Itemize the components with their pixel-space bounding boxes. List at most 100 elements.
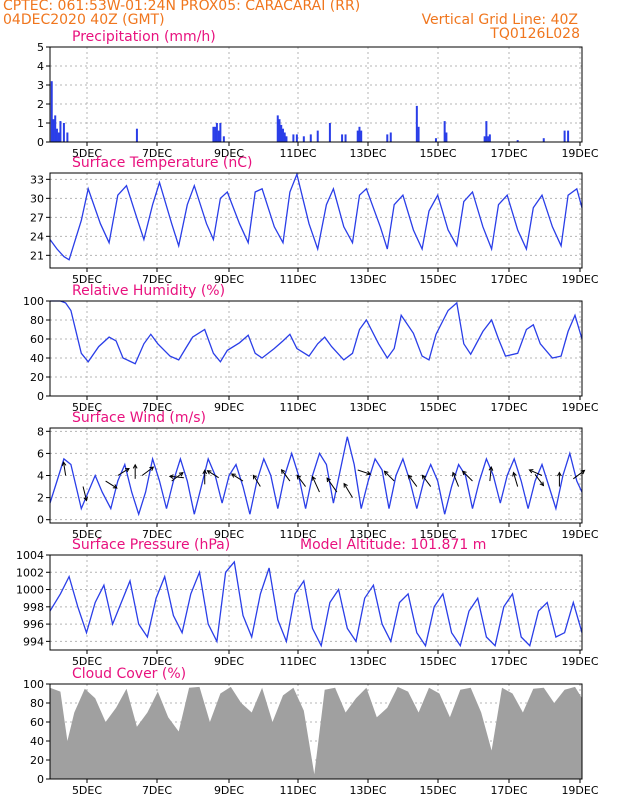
wind-arrow-head [202,469,208,475]
wind-arrow-head [112,484,118,489]
x-tick-label: 7DEC [142,147,172,160]
precip-bar [52,119,55,142]
panel-title: Relative Humidity (%) [72,283,225,299]
plot-frame [49,300,583,397]
y-tick-label: 0 [37,514,44,527]
y-tick-label: 80 [30,697,44,710]
x-tick-label: 19DEC [561,401,598,414]
wind-arrow-shaft [169,475,184,479]
y-tick-label: 40 [30,735,44,748]
precip-bar [417,126,420,142]
wind-arrow [202,469,208,485]
precip-bar [563,130,566,142]
header-code: TQ0126L028 [490,26,580,42]
wind-arrow [357,469,372,476]
x-tick-label: 17DEC [490,784,527,797]
x-tick-label: 5DEC [72,401,102,414]
x-tick-label: 7DEC [142,655,172,668]
x-tick-label: 11DEC [279,784,316,797]
wind-arrow-head [311,475,316,481]
x-tick-label: 9DEC [214,528,244,541]
x-tick-label: 13DEC [349,401,386,414]
wind-arrow-head [132,463,138,469]
wind-arrow [343,482,353,498]
precip-bar [389,132,392,142]
wind-arrow [557,471,562,487]
precip-bar [59,121,62,142]
precip-bar [443,121,446,142]
y-tick-label: 100 [23,295,44,308]
x-tick-label: 9DEC [214,273,244,286]
precip-bar [215,123,218,142]
x-tick-label: 5DEC [72,273,102,286]
wind-arrow-shaft [231,473,244,482]
y-tick-label: 2 [37,492,44,505]
precip-bar [483,136,486,142]
x-tick-label: 9DEC [214,784,244,797]
y-tick-label: 0 [37,136,44,149]
x-tick-label: 5DEC [72,147,102,160]
x-tick-label: 11DEC [279,401,316,414]
panel-2: 21 24 27 30 33 5DEC 7DEC 9DEC 11DEC 13DEC 15DEC 17D… [30,155,599,286]
x-tick-label: 5DEC [72,528,102,541]
precip-bar [217,130,220,142]
x-tick-label: 13DEC [349,784,386,797]
wind-arrow-shaft [343,483,353,498]
wind-arrow [451,471,460,487]
precip-bar [55,128,58,142]
precip-bar [328,123,331,142]
x-tick-label: 17DEC [490,401,527,414]
wind-arrow-shaft [489,466,492,482]
series-line [49,436,583,517]
header-datetime: 04DEC2020 40Z (GMT) [3,12,165,28]
precip-bar [50,81,53,142]
x-tick-label: 17DEC [490,655,527,668]
y-tick-label: 998 [23,601,44,614]
wind-arrow-shaft [141,466,154,476]
x-tick-label: 7DEC [142,401,172,414]
header-location: CPTEC: 061:53W-01:24N PROX05: CARACARAI … [3,0,361,14]
precip-bar [285,136,288,142]
plot-frame [49,172,583,269]
panel-5: 994 996 998 1000 1002 1004 5DEC 7DEC 9DEC 11DEC 13… [16,537,599,668]
wind-arrow-head [557,471,562,477]
x-tick-label: 9DEC [214,147,244,160]
precip-bar [54,115,57,142]
wind-arrow-head [512,471,517,477]
wind-arrow [534,474,545,487]
wind-arrow-head [230,473,236,478]
precip-bar [516,140,519,142]
panel-6: 0 20 40 60 80 100 5DEC 7DEC 9DEC 11DEC 13DEC 15DEC 1… [23,666,599,797]
wind-arrow [132,463,138,479]
wind-arrow-head [280,468,286,474]
wind-arrow [383,470,395,482]
precip-bar [276,115,279,142]
x-tick-label: 11DEC [279,147,316,160]
series-line [49,172,583,261]
wind-arrow-shaft [207,470,219,479]
wind-arrow-shaft [252,475,261,487]
wind-arrow-shaft [281,469,291,482]
wind-arrow-shaft [63,462,67,476]
precip-bar [281,128,284,142]
wind-arrow [461,470,473,482]
wind-arrow [311,475,320,493]
x-tick-label: 19DEC [561,273,598,286]
precip-bar [360,130,363,142]
wind-arrow-shaft [296,475,306,487]
precip-bar [386,134,389,142]
wind-arrow-shaft [105,480,118,489]
wind-arrow-head [383,470,389,476]
wind-arrow-shaft [312,476,320,493]
y-tick-label: 80 [30,314,44,327]
y-tick-label: 994 [23,635,44,648]
wind-arrow-head [407,474,413,480]
precip-bar [344,134,347,142]
precip-bar [358,126,361,142]
panel-1: 0 1 2 3 4 5 5DEC 7DEC 9DEC 11DEC 13DEC 15DEC 17DEC 19… [37,29,599,160]
x-tick-label: 13DEC [349,528,386,541]
wind-arrow [141,466,155,476]
wind-arrow-head [149,466,155,471]
precip-bar [485,121,488,142]
wind-arrow-head [421,474,427,480]
